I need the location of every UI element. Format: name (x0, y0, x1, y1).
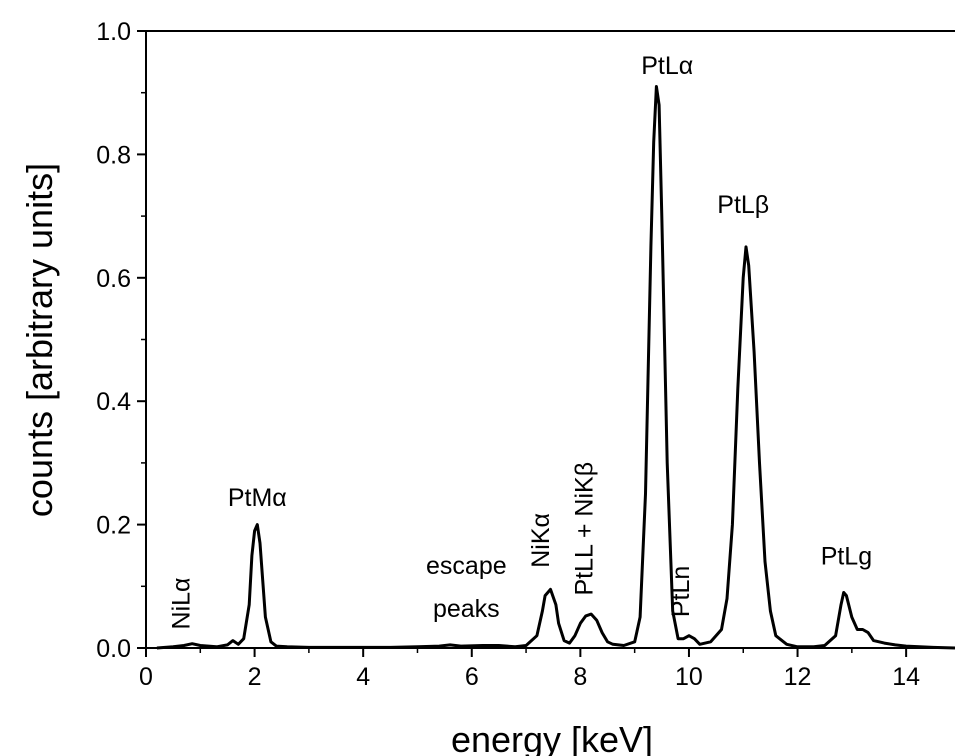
y-tick-label: 0.4 (96, 388, 131, 416)
peak-label: PtLβ (717, 191, 769, 219)
x-tick-label: 8 (573, 663, 587, 691)
x-axis-ticks: 0 2 4 6 8 10 12 14 (139, 648, 920, 691)
peak-label: NiLα (167, 578, 195, 630)
x-tick-label: 0 (139, 663, 153, 691)
series-layer (156, 85, 955, 650)
annotations-layer: NiLα PtMα escape peaks NiKα PtLL + NiKβ PtLα Pt… (167, 52, 872, 629)
y-tick-label: 1.0 (96, 18, 131, 46)
spectrum-line (156, 85, 955, 650)
y-tick-label: 0.2 (96, 512, 131, 540)
peak-label: PtMα (228, 484, 287, 512)
peak-label: PtLg (821, 543, 872, 571)
y-tick-label: 0.6 (96, 265, 131, 293)
x-axis-title: energy [keV] (451, 719, 653, 756)
peak-label: peaks (433, 595, 500, 623)
peak-label: escape (426, 552, 507, 580)
x-tick-label: 2 (248, 663, 262, 691)
x-tick-label: 12 (784, 663, 812, 691)
x-tick-label: 10 (675, 663, 703, 691)
y-tick-label: 0.0 (96, 635, 131, 663)
peak-label: PtLα (641, 52, 693, 80)
y-axis-ticks: 0.0 0.2 0.4 0.6 0.8 1.0 (96, 18, 146, 663)
y-axis-title: counts [arbitrary units] (19, 163, 60, 517)
peak-label: PtLL + NiKβ (570, 462, 598, 596)
x-tick-label: 4 (356, 663, 370, 691)
peak-label: NiKα (527, 513, 555, 568)
x-tick-label: 14 (892, 663, 920, 691)
y-tick-label: 0.8 (96, 141, 131, 169)
peak-label: PtLn (667, 566, 695, 617)
x-tick-label: 6 (465, 663, 479, 691)
